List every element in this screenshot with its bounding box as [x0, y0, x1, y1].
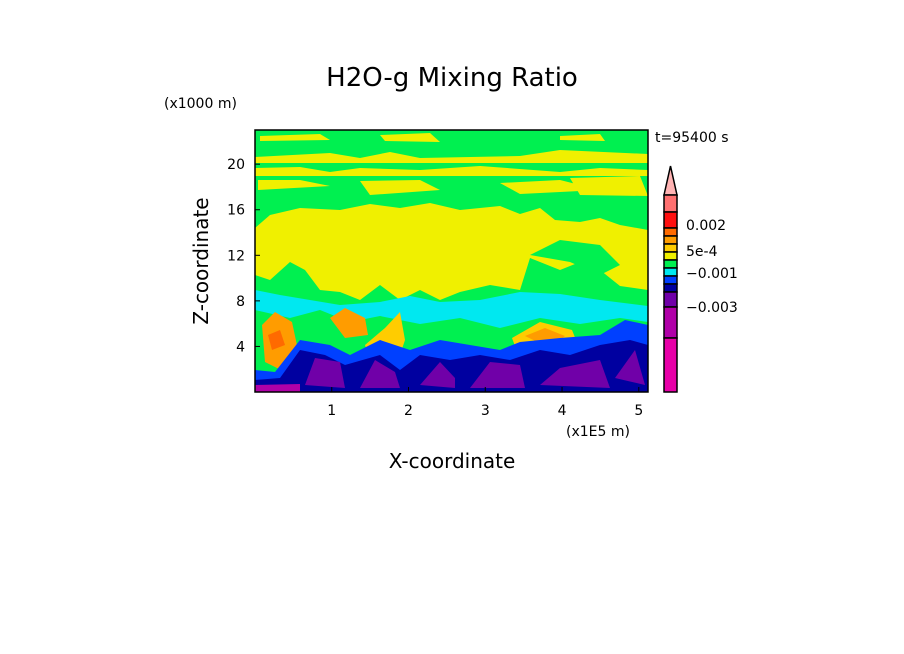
y-axis: 4 8 12 16 20 [227, 157, 260, 355]
colorbar-level [663, 291, 678, 308]
chart-title: H2O-g Mixing Ratio [326, 63, 578, 93]
colorbar: 0.002 5e-4 −0.001 −0.003 [663, 165, 738, 393]
colorbar-label: 5e-4 [686, 244, 718, 260]
colorbar-level [663, 259, 678, 269]
contour-field [255, 130, 648, 392]
y-tick-label: 8 [236, 294, 245, 310]
colorbar-label: −0.003 [686, 300, 738, 316]
y-tick-label: 16 [227, 203, 245, 219]
x-tick-label: 4 [558, 403, 567, 419]
x-unit-label: (x1E5 m) [566, 424, 630, 440]
y-axis-label: Z-coordinate [189, 197, 213, 324]
colorbar-level [663, 227, 678, 237]
y-tick-label: 20 [227, 157, 245, 173]
colorbar-level [663, 211, 678, 229]
y-tick-label: 12 [227, 248, 245, 264]
colorbar-level [663, 251, 678, 261]
colorbar-label: −0.001 [686, 266, 738, 282]
time-label: t=95400 s [655, 130, 729, 146]
colorbar-label: 0.002 [686, 218, 726, 234]
x-axis-label: X-coordinate [389, 449, 516, 473]
colorbar-level [663, 243, 678, 253]
colorbar-level [663, 283, 678, 293]
colorbar-level [663, 194, 678, 213]
x-tick-label: 2 [404, 403, 413, 419]
colorbar-level [663, 235, 678, 245]
x-axis: 1 2 3 4 5 [327, 387, 643, 419]
colorbar-level [663, 267, 678, 277]
x-tick-label: 3 [481, 403, 490, 419]
y-tick-label: 4 [236, 339, 245, 355]
colorbar-level [663, 306, 678, 339]
x-tick-label: 5 [634, 403, 643, 419]
plot-frame [254, 129, 649, 393]
colorbar-level [663, 337, 678, 393]
y-unit-label: (x1000 m) [164, 96, 237, 112]
colorbar-level [663, 275, 678, 285]
colorbar-extend-arrow [663, 165, 678, 196]
x-tick-label: 1 [327, 403, 336, 419]
